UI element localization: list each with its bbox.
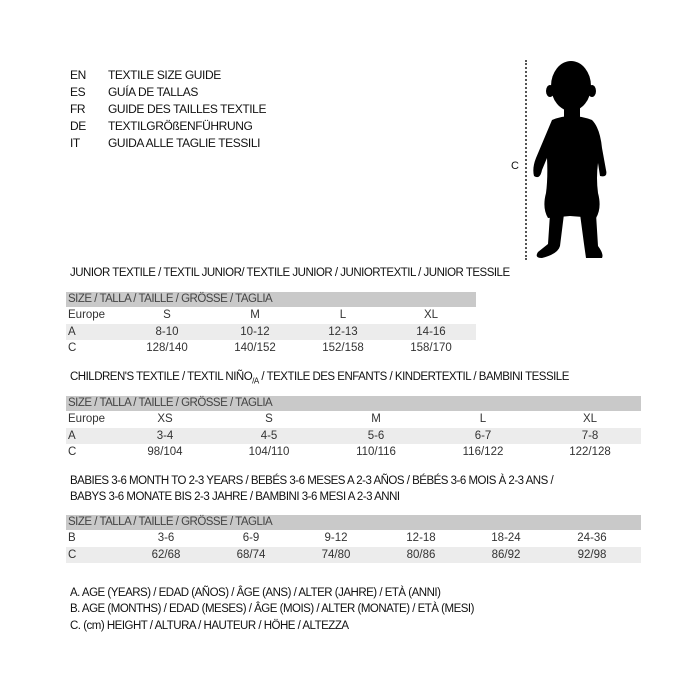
table-header: SIZE / TALLA / TAILLE / GRÖSSE / TAGLIA	[66, 292, 476, 307]
table-cell: 6-7	[474, 429, 492, 442]
table-cell: 74/80	[321, 548, 351, 561]
table-cell: 7-8	[581, 429, 599, 442]
title-part: CHILDREN'S TEXTILE / TEXTIL NIÑO	[70, 371, 253, 383]
table-cell: 3-6	[157, 532, 175, 544]
table-cell: 12-13	[328, 325, 358, 338]
babies-section-title-line2: BABYS 3-6 MONATE BIS 2-3 JAHRE / BAMBINI…	[70, 491, 400, 503]
lang-title: TEXTILE SIZE GUIDE	[108, 68, 221, 82]
table-cell: 86/92	[491, 548, 521, 561]
lang-code: DE	[70, 119, 86, 133]
table-cell: L	[479, 413, 487, 425]
legend-a: A. AGE (YEARS) / EDAD (AÑOS) / ÂGE (ANS)…	[70, 587, 441, 599]
table-cell: 80/86	[406, 548, 436, 561]
table-cell: M	[371, 413, 381, 425]
table-cell: 104/110	[248, 446, 290, 458]
lang-code: ES	[70, 85, 86, 99]
row-label: C	[68, 548, 77, 561]
table-row: B 3-6 6-9 9-12 12-18 18-24 24-36	[66, 530, 641, 547]
table-cell: XL	[582, 413, 598, 425]
table-cell: 3-4	[156, 429, 174, 442]
row-label: Europe	[68, 309, 106, 321]
children-size-table: SIZE / TALLA / TAILLE / GRÖSSE / TAGLIA …	[66, 396, 641, 461]
table-cell: 68/74	[236, 548, 266, 561]
table-header: SIZE / TALLA / TAILLE / GRÖSSE / TAGLIA	[66, 515, 641, 530]
row-label: B	[68, 532, 76, 544]
table-cell: 92/98	[577, 548, 607, 561]
table-cell: S	[163, 309, 171, 321]
table-cell: S	[265, 413, 273, 425]
table-row: Europe S M L XL	[66, 307, 476, 324]
table-cell: L	[339, 309, 347, 321]
row-label: C	[68, 446, 77, 458]
table-cell: XL	[423, 309, 439, 321]
table-cell: 98/104	[147, 446, 183, 458]
title-part: /A	[252, 376, 259, 386]
table-cell: 10-12	[240, 325, 270, 338]
legend-c: C. (cm) HEIGHT / ALTURA / HAUTEUR / HÖHE…	[70, 620, 349, 632]
table-cell: 6-9	[242, 532, 260, 544]
lang-title: GUÍA DE TALLAS	[108, 85, 198, 99]
height-measure-line	[525, 60, 527, 260]
lang-code: IT	[70, 136, 80, 150]
children-section-title: CHILDREN'S TEXTILE / TEXTIL NIÑO/A / TEX…	[70, 370, 569, 388]
junior-size-table: SIZE / TALLA / TAILLE / GRÖSSE / TAGLIA …	[66, 292, 476, 357]
junior-section-title: JUNIOR TEXTILE / TEXTIL JUNIOR/ TEXTILE …	[70, 267, 510, 279]
table-row: C 128/140 140/152 152/158 158/170	[66, 340, 476, 357]
table-cell: 122/128	[569, 446, 611, 458]
table-cell: 5-6	[367, 429, 385, 442]
lang-title: TEXTILGRÖßENFÜHRUNG	[108, 119, 253, 133]
table-header: SIZE / TALLA / TAILLE / GRÖSSE / TAGLIA	[66, 396, 641, 411]
table-row: C 62/68 68/74 74/80 80/86 86/92 92/98	[66, 546, 641, 563]
table-row: Europe XS S M L XL	[66, 411, 641, 428]
row-label: A	[68, 325, 76, 338]
table-cell: 62/68	[151, 548, 181, 561]
table-cell: 8-10	[155, 325, 179, 338]
table-cell: 14-16	[416, 325, 446, 338]
table-cell: 140/152	[234, 342, 276, 354]
table-cell: 116/122	[462, 446, 504, 458]
table-cell: 4-5	[260, 429, 278, 442]
table-row: A 8-10 10-12 12-13 14-16	[66, 323, 476, 340]
child-silhouette-icon	[533, 61, 607, 258]
height-measure-label: C	[511, 160, 519, 172]
lang-code: EN	[70, 68, 86, 82]
title-part: / TEXTILE DES ENFANTS / KINDERTEXTIL / B…	[258, 371, 569, 383]
legend-b: B. AGE (MONTHS) / EDAD (MESES) / ÂGE (MO…	[70, 603, 474, 615]
table-cell: 9-12	[324, 532, 348, 544]
table-cell: 18-24	[491, 532, 521, 544]
lang-code: FR	[70, 102, 86, 116]
table-cell: M	[250, 309, 260, 321]
table-row: C 98/104 104/110 110/116 116/122 122/128	[66, 444, 641, 461]
table-cell: 152/158	[322, 342, 364, 354]
table-cell: 12-18	[406, 532, 436, 544]
lang-title: GUIDE DES TAILLES TEXTILE	[108, 102, 267, 116]
table-cell: 158/170	[410, 342, 452, 354]
table-row: A 3-4 4-5 5-6 6-7 7-8	[66, 427, 641, 444]
table-cell: 110/116	[356, 446, 396, 458]
lang-title: GUIDA ALLE TAGLIE TESSILI	[108, 136, 261, 150]
babies-size-table: SIZE / TALLA / TAILLE / GRÖSSE / TAGLIA …	[66, 515, 641, 563]
table-cell: 24-36	[577, 532, 607, 544]
table-cell: 128/140	[146, 342, 188, 354]
table-cell: XS	[157, 413, 173, 425]
babies-section-title: BABIES 3-6 MONTH TO 2-3 YEARS / BEBÉS 3-…	[70, 475, 554, 487]
row-label: C	[68, 342, 77, 354]
row-label: A	[68, 429, 76, 442]
row-label: Europe	[68, 413, 106, 425]
